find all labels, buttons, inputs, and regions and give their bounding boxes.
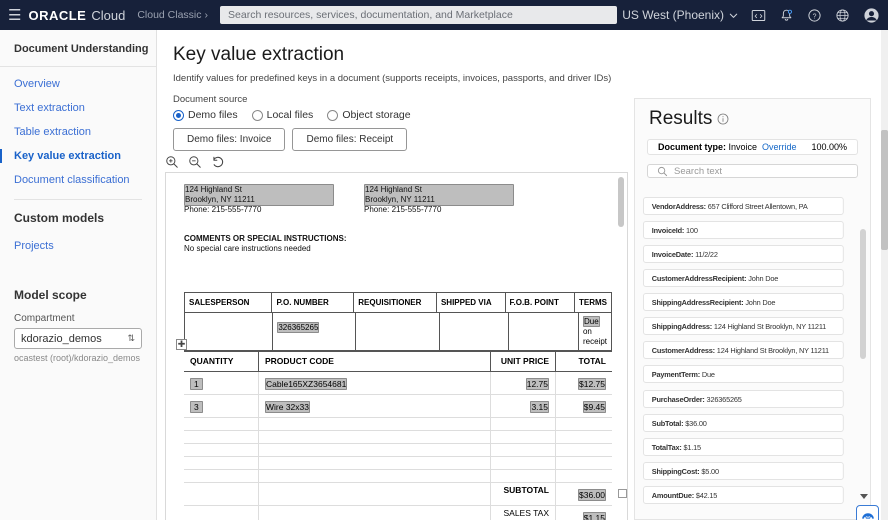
svg-text:?: ? — [813, 13, 817, 20]
